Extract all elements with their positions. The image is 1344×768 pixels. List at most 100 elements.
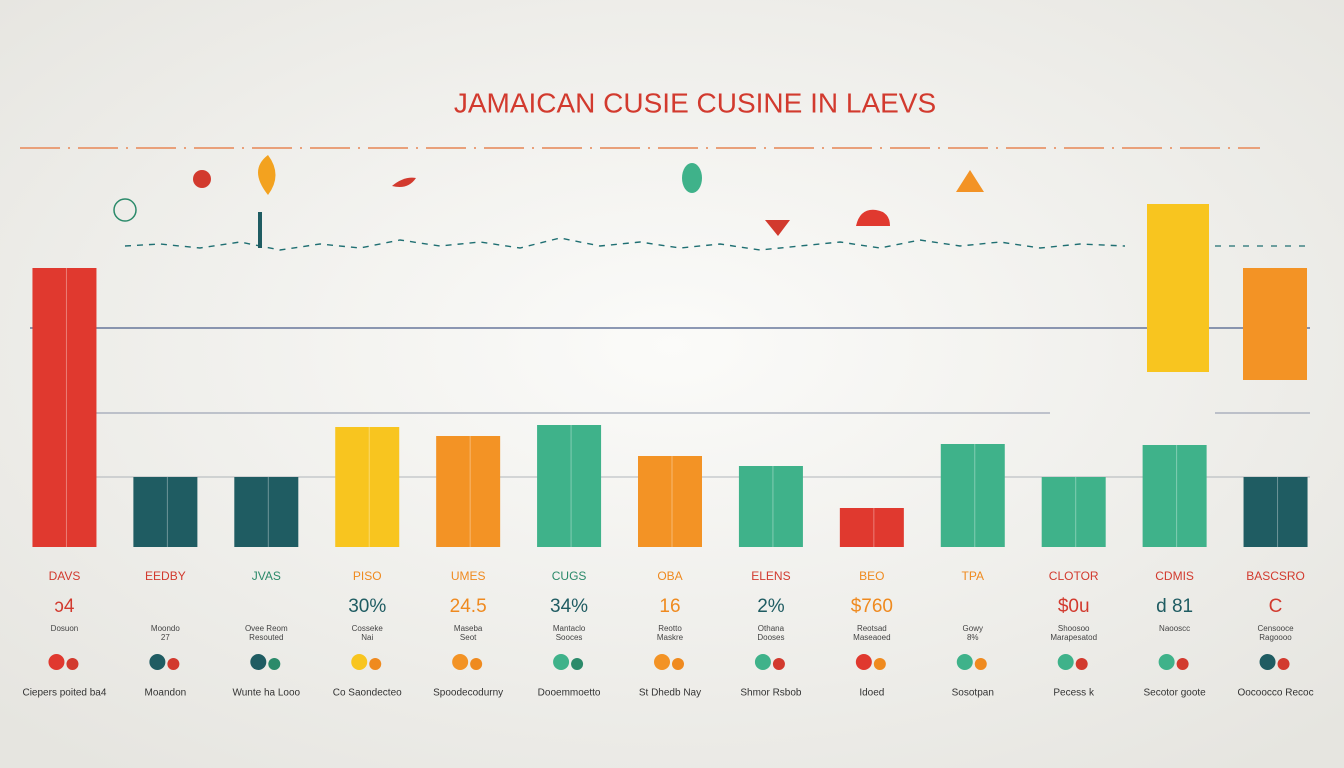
icon [672, 658, 684, 670]
icon [268, 658, 281, 670]
x-tick-label: UMES [451, 569, 486, 583]
bar [839, 508, 904, 547]
description: Marapesatod [1050, 633, 1097, 642]
caption: Spoodecodurny [433, 688, 503, 699]
icon [974, 658, 987, 670]
icon [873, 658, 886, 670]
icon [1158, 654, 1175, 670]
description: Maskre [657, 633, 684, 642]
description: Cosseke [352, 624, 384, 633]
bar [32, 268, 97, 547]
icon [772, 658, 785, 670]
description: Gowy [963, 624, 983, 633]
caption: Pecess k [1053, 688, 1095, 699]
description: Resouted [249, 633, 283, 642]
icon [351, 654, 368, 670]
caption: Oocoocco Recoc [1237, 688, 1313, 699]
x-tick-label: BASCSRO [1246, 569, 1305, 583]
stat-label: 34% [550, 596, 588, 617]
bar [738, 466, 803, 547]
stat-label: 2% [757, 596, 785, 617]
caption: Idoed [859, 688, 884, 699]
description: 8% [967, 633, 979, 642]
stat-label: $0u [1058, 596, 1090, 617]
icon [1057, 654, 1074, 670]
x-tick-label: BEO [859, 569, 884, 583]
caption: St Dhedb Nay [639, 688, 701, 699]
icon [1259, 654, 1276, 670]
icon [369, 658, 382, 670]
x-tick-label: CUGS [552, 569, 587, 583]
icon [66, 658, 79, 670]
caption: Ciepers poited ba4 [22, 688, 106, 699]
icon [452, 654, 469, 670]
icon [1277, 658, 1290, 670]
description: Naooscc [1159, 624, 1190, 633]
bar [133, 477, 198, 547]
x-tick-label: JVAS [252, 569, 281, 583]
description: Ragoooo [1259, 633, 1292, 642]
description: Moondo [151, 624, 180, 633]
stat-label: C [1269, 596, 1283, 617]
x-tick-label: CLOTOR [1049, 569, 1099, 583]
description: Dooses [757, 633, 784, 642]
bar [436, 436, 501, 547]
caption: Moandon [145, 688, 187, 699]
icon [258, 212, 262, 248]
icon [754, 654, 771, 670]
icon [956, 654, 973, 670]
description: Dosuon [51, 624, 79, 633]
caption: Co Saondecteo [333, 688, 402, 699]
caption: Dooemmoetto [538, 688, 601, 699]
description: Ovee Reom [245, 624, 288, 633]
description: Mantaclo [553, 624, 586, 633]
icon [682, 163, 702, 193]
caption: Shmor Rsbob [740, 688, 802, 699]
bar [234, 477, 299, 547]
icon [1176, 658, 1189, 670]
icon [654, 654, 670, 670]
x-tick-label: ELENS [751, 569, 790, 583]
description: Shoosoo [1058, 624, 1090, 633]
stat-label: $760 [851, 596, 893, 617]
icon [470, 658, 483, 670]
icon [1075, 658, 1088, 670]
description: Reotsad [857, 624, 887, 633]
description: Reotto [658, 624, 682, 633]
icon [258, 155, 276, 195]
icon [250, 654, 267, 670]
icon [856, 209, 890, 226]
x-tick-label: TPA [962, 569, 984, 583]
icon [571, 658, 584, 670]
stat-label: d 81 [1156, 596, 1193, 617]
caption: Wunte ha Looo [232, 688, 300, 699]
x-tick-label: PISO [353, 569, 382, 583]
caption: Secotor goote [1143, 688, 1206, 699]
icon [193, 170, 211, 188]
bar [1243, 477, 1308, 547]
bar [537, 425, 602, 547]
icon [149, 654, 166, 670]
chart-title: JAMAICAN CUSIE CUSINE IN LAEVS [454, 87, 936, 118]
icon [765, 220, 790, 236]
icon [113, 198, 137, 222]
decorative-block [1147, 204, 1209, 372]
stat-label: 30% [348, 596, 386, 617]
icon [167, 658, 180, 670]
icon [553, 654, 570, 670]
caption: Sosotpan [952, 688, 994, 699]
description: Othana [758, 624, 785, 633]
x-tick-label: OBA [657, 569, 682, 583]
icon [392, 177, 416, 187]
bar [940, 444, 1005, 547]
description: Maseaoed [853, 633, 890, 642]
x-tick-label: CDMIS [1155, 569, 1194, 583]
description: Censooce [1258, 624, 1295, 633]
bar [1041, 477, 1106, 547]
description: Sooces [556, 633, 583, 642]
bar [335, 427, 400, 547]
decorative-block [1243, 268, 1307, 380]
